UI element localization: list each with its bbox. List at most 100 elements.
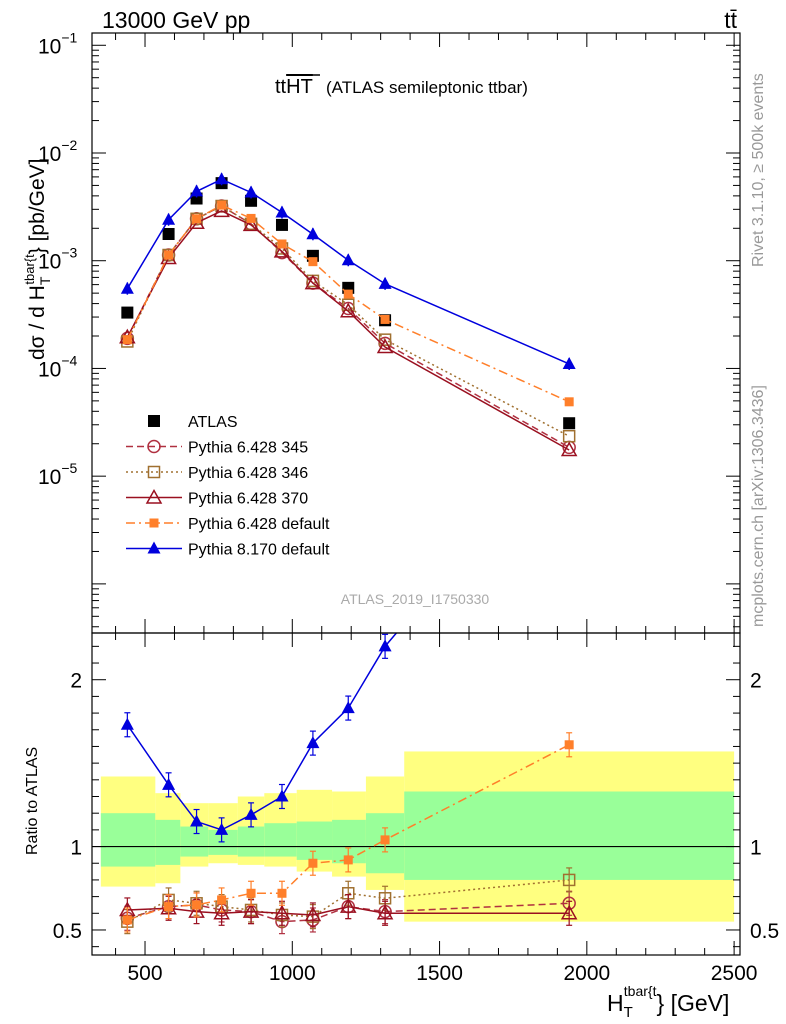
ratio-point-pdef6 (217, 895, 227, 905)
ratio-point-p8 (275, 789, 289, 802)
ratio-point-p8 (215, 822, 229, 835)
main-y-tick-label: 10−2 (38, 137, 78, 166)
data-point-p8 (190, 184, 204, 197)
legend-label: Pythia 6.428 default (188, 516, 330, 533)
x-tick-label: 500 (127, 962, 162, 985)
ratio-line-p8 (126, 633, 398, 831)
ratio-band-inner (100, 813, 156, 867)
ratio-point-p8 (120, 717, 134, 730)
data-point-p8 (306, 227, 320, 240)
main-y-label-text: dσ / d H (26, 285, 49, 360)
ratio-point-p370 (273, 904, 291, 920)
ratio-point-pdef6 (246, 888, 256, 898)
data-point-p8 (120, 281, 134, 294)
series-line-p345 (126, 205, 570, 449)
data-point-p8 (378, 276, 392, 289)
data-point-p346 (190, 212, 203, 226)
legend-item-p345: Pythia 6.428 345 (126, 440, 308, 457)
ratio-point-p8 (162, 777, 176, 790)
data-point-pdef6 (192, 214, 202, 224)
data-point-p370 (242, 216, 260, 232)
legend-marker-p345 (147, 439, 161, 454)
data-point-pdef6 (122, 335, 132, 345)
plot-title-overlined: HT (286, 76, 313, 98)
data-point-p8 (244, 185, 258, 198)
data-point-p370 (273, 242, 291, 258)
ratio-line-pdef6 (127, 744, 570, 921)
ratio-y-tick-label: 2 (70, 670, 82, 693)
data-point-p8 (275, 205, 289, 218)
ratio-y-tick-label: 1 (70, 837, 82, 860)
x-label-units: } [GeV] (657, 990, 730, 1016)
data-point-p370 (304, 274, 322, 290)
ratio-point-p8 (190, 814, 204, 827)
legend-marker-pdef6 (149, 518, 159, 528)
data-point-pdef6 (564, 397, 574, 407)
legend-marker-p346 (147, 465, 161, 479)
data-point-atlas (162, 228, 175, 241)
plot-title-rest: (ATLAS semileptonic ttbar) (326, 78, 528, 97)
ratio-frame (91, 632, 741, 956)
ratio-band-inner (404, 791, 735, 880)
data-point-p370 (213, 202, 230, 218)
data-point-p370 (339, 302, 357, 318)
x-axis-label: HTtbar{t} [GeV] (607, 983, 729, 1021)
main-y-tick-label: 10−3 (38, 245, 78, 274)
ratio-point-p346 (562, 873, 576, 887)
main-y-tick-base: 10 (38, 35, 61, 58)
main-axis-layer: 10−510−410−310−210−1 (38, 29, 741, 634)
mcplots-label: mcplots.cern.ch [arXiv:1306.3436] (750, 385, 767, 627)
main-y-tick-exp: −4 (61, 352, 77, 368)
ratio-point-p370 (304, 906, 322, 922)
main-series-layer (119, 172, 578, 457)
data-point-pdef6 (217, 200, 227, 210)
ratio-axis-layer: 0.5 0.51 12 2500 1000 1500 2000 2500 (53, 632, 779, 985)
ratio-y-tick-label-right: 2 (750, 670, 762, 693)
header-left-label: 13000 GeV pp (102, 7, 250, 33)
data-point-atlas (245, 194, 258, 207)
main-y-label-sup: tbar{t (22, 254, 37, 285)
legend-label: Pythia 6.428 345 (188, 440, 308, 457)
plot-title: ttHT (275, 76, 313, 98)
ratio-point-p8 (378, 639, 392, 652)
legend-item-p346: Pythia 6.428 346 (126, 465, 308, 482)
data-point-atlas (121, 306, 134, 319)
ratio-y-tick-label-right: 0.5 (750, 920, 779, 943)
ratio-band-inner (264, 823, 297, 857)
data-point-atlas (275, 218, 288, 231)
data-point-pdef6 (380, 314, 390, 324)
main-y-tick-base: 10 (38, 358, 61, 381)
x-tick-label: 1500 (416, 962, 463, 985)
legend-label: Pythia 6.428 346 (188, 465, 308, 482)
ratio-uncertainty-bands (92, 751, 740, 922)
ratio-point-pdef6 (380, 835, 390, 845)
legend-item-pdef6: Pythia 6.428 default (126, 516, 330, 533)
main-y-label-sub: T (37, 276, 53, 285)
data-point-atlas (306, 249, 319, 262)
main-y-tick-label: 10−4 (38, 352, 78, 381)
plot-title-main: tt (275, 76, 287, 98)
series-line-p346 (126, 205, 570, 437)
ratio-point-pdef6 (343, 855, 353, 865)
data-point-pdef6 (164, 250, 174, 260)
ratio-point-p8 (244, 807, 258, 820)
data-point-p8 (562, 356, 576, 369)
x-tick-label: 2500 (711, 962, 758, 985)
header-right-label: tt̄ (724, 7, 737, 33)
data-point-p346 (562, 429, 576, 443)
main-y-tick-exp: −3 (61, 245, 77, 261)
legend-item-atlas: ATLAS (148, 414, 238, 431)
legend-label: Pythia 8.170 default (188, 542, 330, 559)
ratio-band-inner (155, 819, 181, 865)
ratio-band-inner (180, 826, 209, 857)
data-point-pdef6 (277, 239, 287, 249)
ratio-point-pdef6 (277, 888, 287, 898)
data-point-p370 (560, 441, 578, 457)
legend-label: Pythia 6.428 370 (188, 491, 308, 508)
legend-label: ATLAS (188, 414, 238, 431)
rivet-version-label: Rivet 3.1.10, ≥ 500k events (750, 73, 767, 267)
ratio-point-pdef6 (164, 902, 174, 912)
data-point-p8 (162, 212, 176, 225)
data-point-p8 (215, 172, 229, 185)
ratio-y-axis-label: Ratio to ATLAS (24, 747, 41, 855)
